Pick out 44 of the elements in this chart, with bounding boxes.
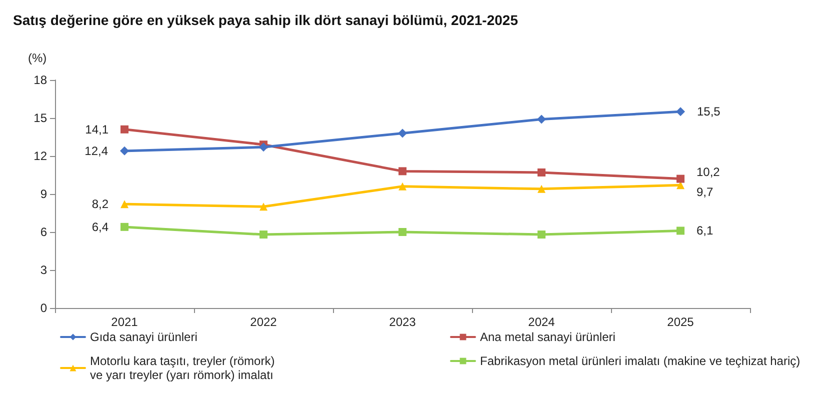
x-tick-label: 2023 (389, 315, 416, 329)
y-tick-label: 18 (34, 73, 48, 87)
chart-title: Satış değerine göre en yüksek paya sahip ilk dört sanayi bölümü, 2021-2025 (13, 12, 518, 28)
point (120, 125, 128, 134)
point (259, 142, 268, 152)
point (398, 128, 407, 138)
data-label: 8,2 (92, 197, 109, 212)
data-label: 9,7 (696, 185, 714, 200)
y-tick-label: 12 (34, 149, 48, 163)
y-tick-label: 6 (40, 225, 48, 239)
point (538, 168, 546, 176)
data-label: 6,4 (92, 220, 109, 234)
point (120, 222, 128, 231)
y-tick-label: 9 (40, 187, 48, 201)
point (120, 146, 129, 156)
point (676, 226, 684, 235)
data-label: 14,1 (85, 122, 109, 136)
y-tick-label: 15 (34, 111, 48, 125)
legend-label: Motorlu kara taşıtı, treyler (römork) ve yarı treyler (yarı römork) imalatı (90, 354, 275, 382)
point (398, 167, 406, 176)
data-label: 12,4 (84, 144, 108, 158)
y-tick-label: 0 (40, 301, 48, 315)
point (398, 182, 406, 190)
y-axis-title: (%) (28, 51, 47, 65)
point (538, 184, 546, 193)
point (538, 230, 546, 239)
legend-label: Fabrikasyon metal ürünleri imalatı (makine ve teçhizat hariç) (480, 354, 800, 368)
x-tick-label: 2022 (250, 315, 278, 329)
point (537, 114, 546, 124)
point (260, 202, 268, 211)
data-label: 15,5 (697, 104, 721, 119)
data-label: 10,2 (696, 164, 720, 179)
point (398, 228, 406, 236)
legend-label: Ana metal sanayi ürünleri (480, 330, 616, 344)
data-label: 6,1 (696, 224, 714, 238)
point (260, 230, 268, 239)
x-tick-label: 2025 (667, 315, 694, 329)
x-tick-label: 2021 (111, 315, 138, 329)
point (676, 174, 684, 183)
point (676, 107, 685, 116)
y-tick-label: 3 (40, 263, 48, 277)
legend-label: Gıda sanayi ürünleri (90, 330, 198, 344)
point (120, 200, 128, 208)
x-tick-label: 2024 (528, 315, 556, 329)
